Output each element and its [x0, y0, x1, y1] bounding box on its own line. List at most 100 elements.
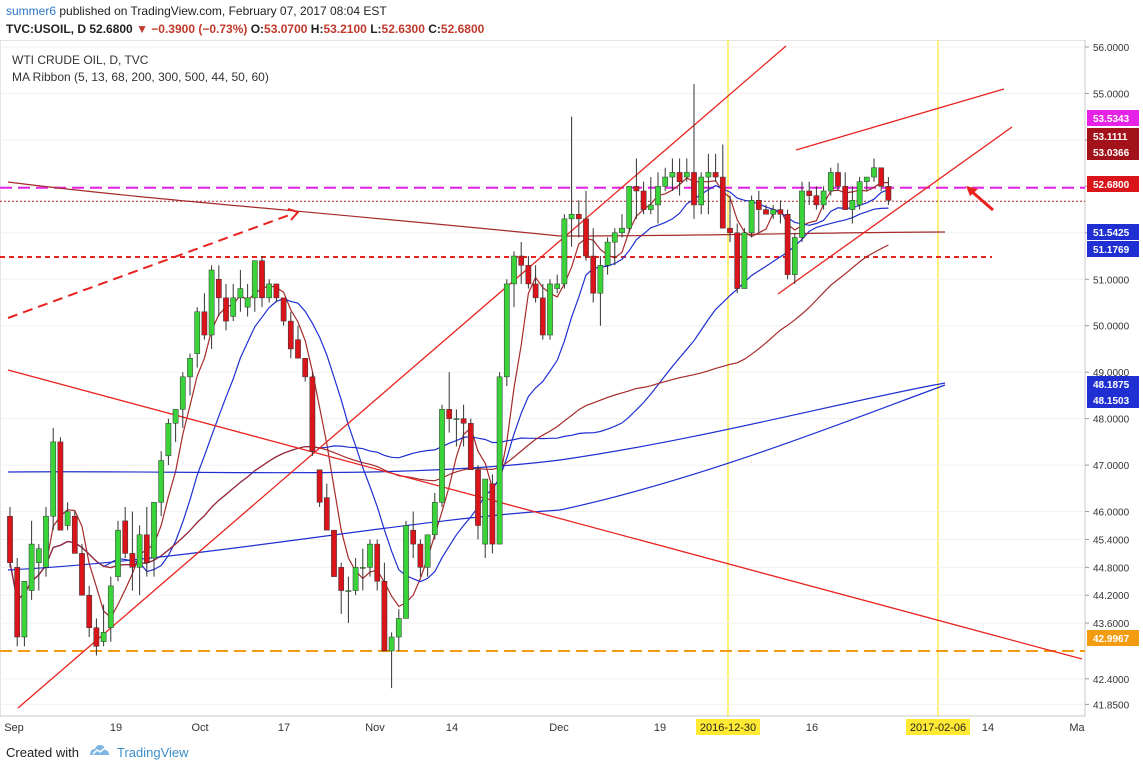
candle-body[interactable]	[820, 190, 827, 206]
candle-body[interactable]	[345, 590, 352, 592]
candle-body[interactable]	[575, 213, 582, 220]
candle-body[interactable]	[179, 376, 186, 410]
candle-body[interactable]	[215, 279, 222, 299]
candle-body[interactable]	[424, 534, 431, 568]
candle-body[interactable]	[295, 339, 301, 359]
candle-body[interactable]	[727, 227, 733, 234]
candle-body[interactable]	[302, 358, 309, 378]
candle-body[interactable]	[503, 283, 510, 378]
candle-body[interactable]	[71, 515, 78, 554]
candle-body[interactable]	[460, 418, 467, 424]
candle-body[interactable]	[237, 288, 244, 299]
candle-body[interactable]	[50, 441, 57, 517]
candle-body[interactable]	[129, 553, 136, 568]
candle-body[interactable]	[143, 534, 150, 563]
candle-body[interactable]	[619, 227, 625, 234]
candle-body[interactable]	[453, 418, 460, 420]
candle-body[interactable]	[489, 483, 496, 545]
candle-body[interactable]	[266, 283, 273, 299]
tradingview-link[interactable]: TradingView	[117, 745, 189, 760]
candle-body[interactable]	[842, 186, 849, 210]
price-chart[interactable]: 56.000055.000054.000053.000052.000051.00…	[0, 40, 1143, 740]
candle-body[interactable]	[467, 423, 474, 471]
candle-body[interactable]	[734, 232, 741, 289]
candle-body[interactable]	[777, 209, 784, 215]
candle-body[interactable]	[561, 218, 568, 285]
candle-body[interactable]	[151, 502, 157, 559]
candle-body[interactable]	[187, 358, 193, 378]
candle-body[interactable]	[7, 515, 13, 563]
candle-body[interactable]	[309, 376, 316, 452]
candle-body[interactable]	[712, 172, 719, 178]
candle-body[interactable]	[835, 172, 841, 187]
candle-body[interactable]	[273, 283, 280, 299]
candle-body[interactable]	[518, 255, 525, 266]
candle-body[interactable]	[86, 594, 93, 628]
candle-body[interactable]	[367, 543, 373, 568]
candle-body[interactable]	[287, 320, 294, 350]
candle-body[interactable]	[640, 190, 647, 210]
candle-body[interactable]	[223, 297, 229, 322]
candle-body[interactable]	[547, 283, 553, 336]
candle-body[interactable]	[352, 567, 359, 591]
candle-body[interactable]	[381, 581, 388, 652]
candle-body[interactable]	[316, 469, 323, 503]
candle-body[interactable]	[165, 423, 172, 457]
candle-body[interactable]	[446, 409, 453, 419]
candle-body[interactable]	[683, 172, 690, 178]
candle-body[interactable]	[158, 460, 165, 503]
candle-body[interactable]	[532, 283, 539, 299]
candle-body[interactable]	[885, 186, 892, 201]
candle-body[interactable]	[698, 176, 705, 206]
candle-body[interactable]	[626, 186, 633, 229]
candle-body[interactable]	[417, 543, 424, 568]
candle-body[interactable]	[669, 172, 676, 178]
candle-body[interactable]	[475, 469, 481, 526]
candle-body[interactable]	[439, 409, 445, 503]
candle-body[interactable]	[14, 567, 21, 638]
candle-body[interactable]	[539, 297, 546, 336]
candle-body[interactable]	[201, 311, 208, 336]
candle-body[interactable]	[323, 497, 330, 531]
candle-body[interactable]	[691, 172, 697, 206]
candle-body[interactable]	[244, 297, 251, 308]
candle-body[interactable]	[647, 204, 654, 210]
candle-body[interactable]	[79, 553, 85, 596]
candle-body[interactable]	[604, 241, 611, 266]
candle-body[interactable]	[554, 283, 561, 289]
candle-body[interactable]	[770, 209, 777, 215]
candle-body[interactable]	[763, 209, 769, 215]
candle-body[interactable]	[28, 543, 35, 591]
candle-body[interactable]	[395, 618, 402, 638]
candle-body[interactable]	[359, 567, 366, 569]
candle-body[interactable]	[100, 632, 107, 642]
candle-body[interactable]	[107, 585, 114, 628]
candle-body[interactable]	[676, 172, 683, 182]
candle-body[interactable]	[878, 167, 885, 187]
candle-body[interactable]	[827, 172, 834, 192]
author-link[interactable]: summer6	[6, 4, 57, 18]
candle-body[interactable]	[115, 529, 121, 577]
candle-body[interactable]	[122, 520, 129, 554]
candle-body[interactable]	[403, 525, 409, 619]
candle-body[interactable]	[791, 237, 798, 275]
candle-body[interactable]	[259, 260, 265, 299]
candle-body[interactable]	[856, 181, 863, 206]
candle-body[interactable]	[633, 186, 640, 192]
candle-body[interactable]	[849, 200, 856, 210]
candle-body[interactable]	[374, 543, 381, 582]
candle-body[interactable]	[172, 409, 179, 424]
candle-body[interactable]	[863, 176, 870, 182]
candle-body[interactable]	[799, 190, 805, 238]
candle-body[interactable]	[655, 186, 661, 206]
plot-area[interactable]	[0, 40, 1086, 717]
candle-body[interactable]	[583, 218, 589, 257]
candle-body[interactable]	[590, 255, 597, 294]
candle-body[interactable]	[719, 176, 726, 229]
candle-body[interactable]	[93, 627, 100, 647]
candle-body[interactable]	[35, 548, 42, 563]
candle-body[interactable]	[611, 232, 618, 243]
candle-body[interactable]	[525, 265, 532, 285]
candle-body[interactable]	[251, 260, 258, 299]
candle-body[interactable]	[741, 232, 748, 289]
